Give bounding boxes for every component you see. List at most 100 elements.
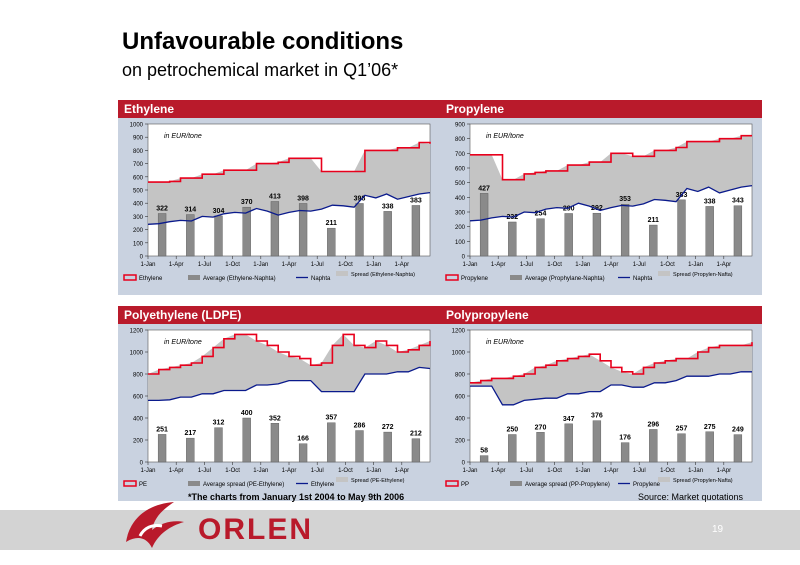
bar-value-label: 272 (382, 424, 394, 431)
bar-value-label: 370 (241, 199, 253, 206)
y-tick-label: 400 (133, 417, 144, 423)
average-bar (214, 215, 223, 257)
product-price-line (470, 134, 752, 181)
legend-swatch-average (510, 275, 522, 280)
bar-value-label: 398 (354, 195, 366, 202)
x-tick-label: 1-Apr (604, 262, 619, 268)
bar-value-label: 338 (382, 203, 394, 210)
legend-swatch-price (445, 274, 459, 281)
average-bar (705, 206, 714, 257)
legend-swatch-price (123, 480, 137, 487)
y-tick-label: 700 (133, 162, 144, 168)
legend-swatch-spread (336, 477, 348, 482)
x-tick-label: 1-Apr (169, 262, 184, 268)
legend-swatch-average (188, 481, 200, 486)
average-bar (592, 212, 602, 257)
average-bar (186, 437, 195, 463)
x-tick-label: 1-Jul (633, 262, 646, 268)
x-tick-label: 1-Jan (688, 468, 703, 474)
bar-value-label: 413 (269, 193, 281, 200)
panel-title: Propylene (440, 100, 762, 118)
y-tick-label: 800 (455, 373, 466, 379)
ethylene-chart: 0 100 200 300 400 500 600 700 800 900 1000 1-Jan 1-A… (123, 123, 431, 282)
bar-value-label: 211 (648, 217, 659, 224)
y-tick-label: 900 (133, 136, 144, 142)
bar-value-label: 58 (480, 448, 488, 455)
average-bar (479, 455, 489, 463)
y-tick-label: 600 (455, 395, 466, 401)
average-bar (649, 429, 658, 463)
x-tick-label: 1-Jan (688, 262, 703, 268)
legend-swatch-spread (336, 271, 348, 276)
bar-value-label: 275 (704, 424, 716, 431)
x-tick-label: 1-Apr (716, 468, 731, 474)
y-tick-label: 400 (133, 202, 144, 208)
bar-value-label: 398 (297, 195, 309, 202)
x-tick-label: 1-Jan (253, 468, 268, 474)
y-tick-label: 1200 (452, 329, 466, 335)
y-tick-label: 600 (455, 167, 466, 173)
orlen-eagle-logo-icon (126, 502, 184, 548)
legend-label-price: PE (139, 482, 147, 488)
x-tick-label: 1-Jul (311, 468, 324, 474)
x-tick-label: 1-Jul (198, 468, 211, 474)
y-tick-label: 100 (133, 241, 144, 247)
legend-swatch-average (188, 275, 200, 280)
y-tick-label: 0 (462, 255, 466, 261)
legend-label-price: PP (461, 482, 469, 488)
average-bar (564, 423, 573, 463)
bar-value-label: 176 (619, 435, 631, 442)
feedstock-line (470, 371, 752, 406)
bar-value-label: 338 (704, 198, 716, 205)
propylene-panel: Propylene 0 100 200 300 400 500 600 700 800 900 1-… (440, 100, 762, 295)
y-tick-label: 0 (140, 461, 144, 467)
y-tick-label: 600 (133, 175, 144, 181)
y-tick-label: 0 (462, 461, 466, 467)
x-tick-label: 1-Apr (491, 262, 506, 268)
average-bar (157, 213, 167, 257)
x-tick-label: 1-Apr (394, 468, 409, 474)
ethylene-panel: Ethylene 0 100 200 300 400 500 600 700 800 900 100… (118, 100, 440, 295)
y-tick-label: 0 (140, 255, 144, 261)
bar-value-label: 254 (535, 211, 547, 218)
legend-swatch-spread (658, 271, 670, 276)
product-price-line (148, 333, 431, 375)
x-tick-label: 1-Oct (660, 262, 675, 268)
panel-title: Polypropylene (440, 306, 762, 324)
average-bar (157, 434, 167, 463)
brand-logo: ORLEN (198, 513, 313, 546)
legend-label-feed: Naphta (633, 276, 653, 282)
y-tick-label: 100 (455, 240, 466, 246)
y-tick-label: 1000 (130, 351, 144, 357)
average-bar (383, 431, 392, 463)
legend-label-spread: Spread (PE-Ethylene) (351, 478, 405, 484)
x-tick-label: 1-Oct (338, 262, 353, 268)
bar-value-label: 343 (732, 198, 744, 205)
legend-label-average: Average spread (PP-Propylene) (525, 482, 610, 488)
legend-swatch-price (445, 480, 459, 487)
average-bar (186, 214, 195, 257)
y-tick-label: 300 (133, 215, 144, 221)
x-tick-label: 1-Oct (225, 468, 240, 474)
legend-swatch-average (510, 481, 522, 486)
x-tick-label: 1-Jan (462, 262, 477, 268)
page-title: Unfavourable conditions (122, 28, 404, 55)
x-tick-label: 1-Oct (338, 468, 353, 474)
y-tick-label: 700 (455, 152, 466, 158)
x-tick-label: 1-Jan (462, 468, 477, 474)
y-tick-label: 800 (455, 137, 466, 143)
y-tick-label: 200 (133, 228, 144, 234)
bar-value-label: 257 (676, 426, 688, 433)
unit-note: in EUR/tone (486, 339, 524, 346)
average-bar (536, 218, 545, 257)
x-tick-label: 1-Apr (282, 468, 297, 474)
x-tick-label: 1-Jan (366, 262, 381, 268)
average-bar (214, 427, 223, 463)
bar-value-label: 290 (563, 205, 575, 212)
bar-value-label: 166 (297, 436, 309, 443)
bar-value-label: 400 (241, 410, 253, 417)
x-tick-label: 1-Jul (520, 468, 533, 474)
x-tick-label: 1-Apr (394, 262, 409, 268)
bar-value-label: 314 (184, 207, 196, 214)
average-bar (270, 201, 280, 257)
